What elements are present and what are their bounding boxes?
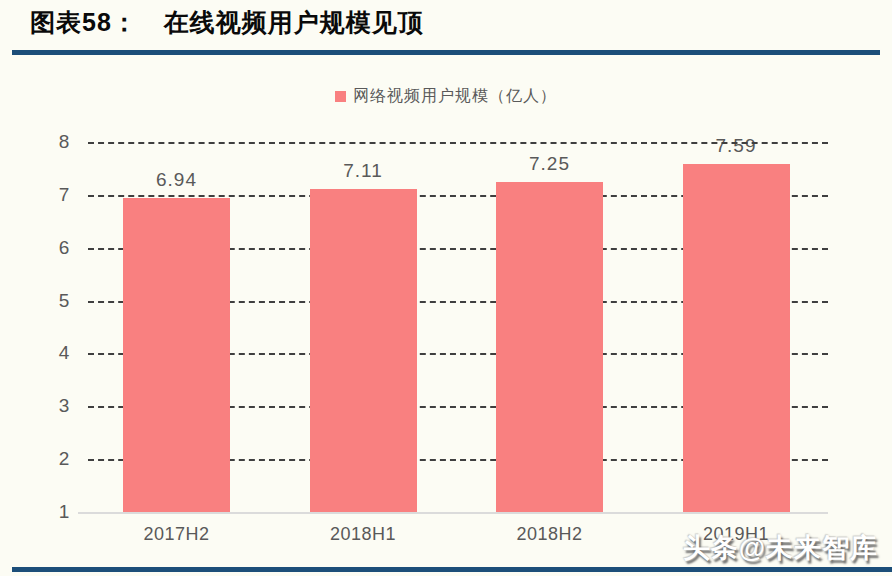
page-title: 在线视频用户规模见顶 [164, 8, 424, 36]
watermark: 头条@未来智库 [683, 530, 878, 566]
chart-header: 图表58： 在线视频用户规模见顶 [30, 6, 424, 39]
legend-label: 网络视频用户规模（亿人） [353, 86, 557, 107]
plot-area: 6.942017H27.112018H17.252018H27.592019H1 [88, 142, 828, 512]
x-tick-label-2017H2: 2017H2 [106, 524, 247, 545]
bar-2018H2 [496, 182, 603, 512]
bar-value-label-2018H1: 7.11 [293, 160, 434, 182]
y-tick-label-2: 2 [48, 447, 80, 471]
bar-2017H2 [123, 198, 230, 512]
x-tick-label-2018H1: 2018H1 [293, 524, 434, 545]
y-axis: 12345678 [48, 142, 80, 512]
bar-value-label-2018H2: 7.25 [479, 153, 620, 175]
y-tick-label-5: 5 [48, 289, 80, 313]
gridline-8 [88, 142, 828, 144]
bar-2019H1 [683, 164, 790, 512]
bottom-divider [12, 567, 892, 572]
y-tick-label-3: 3 [48, 394, 80, 418]
legend-swatch-icon [335, 91, 346, 102]
bar-value-label-2017H2: 6.94 [106, 169, 247, 191]
y-tick-label-1: 1 [48, 500, 80, 524]
bar-2018H1 [310, 189, 417, 512]
y-tick-label-6: 6 [48, 236, 80, 260]
title-divider [12, 50, 880, 55]
x-tick-label-2018H2: 2018H2 [479, 524, 620, 545]
bar-value-label-2019H1: 7.59 [666, 135, 807, 157]
legend: 网络视频用户规模（亿人） [0, 86, 892, 107]
y-tick-label-4: 4 [48, 341, 80, 365]
x-axis-line [78, 512, 828, 514]
y-tick-label-7: 7 [48, 183, 80, 207]
y-tick-label-8: 8 [48, 130, 80, 154]
chart-number-label: 图表58： [30, 8, 138, 36]
